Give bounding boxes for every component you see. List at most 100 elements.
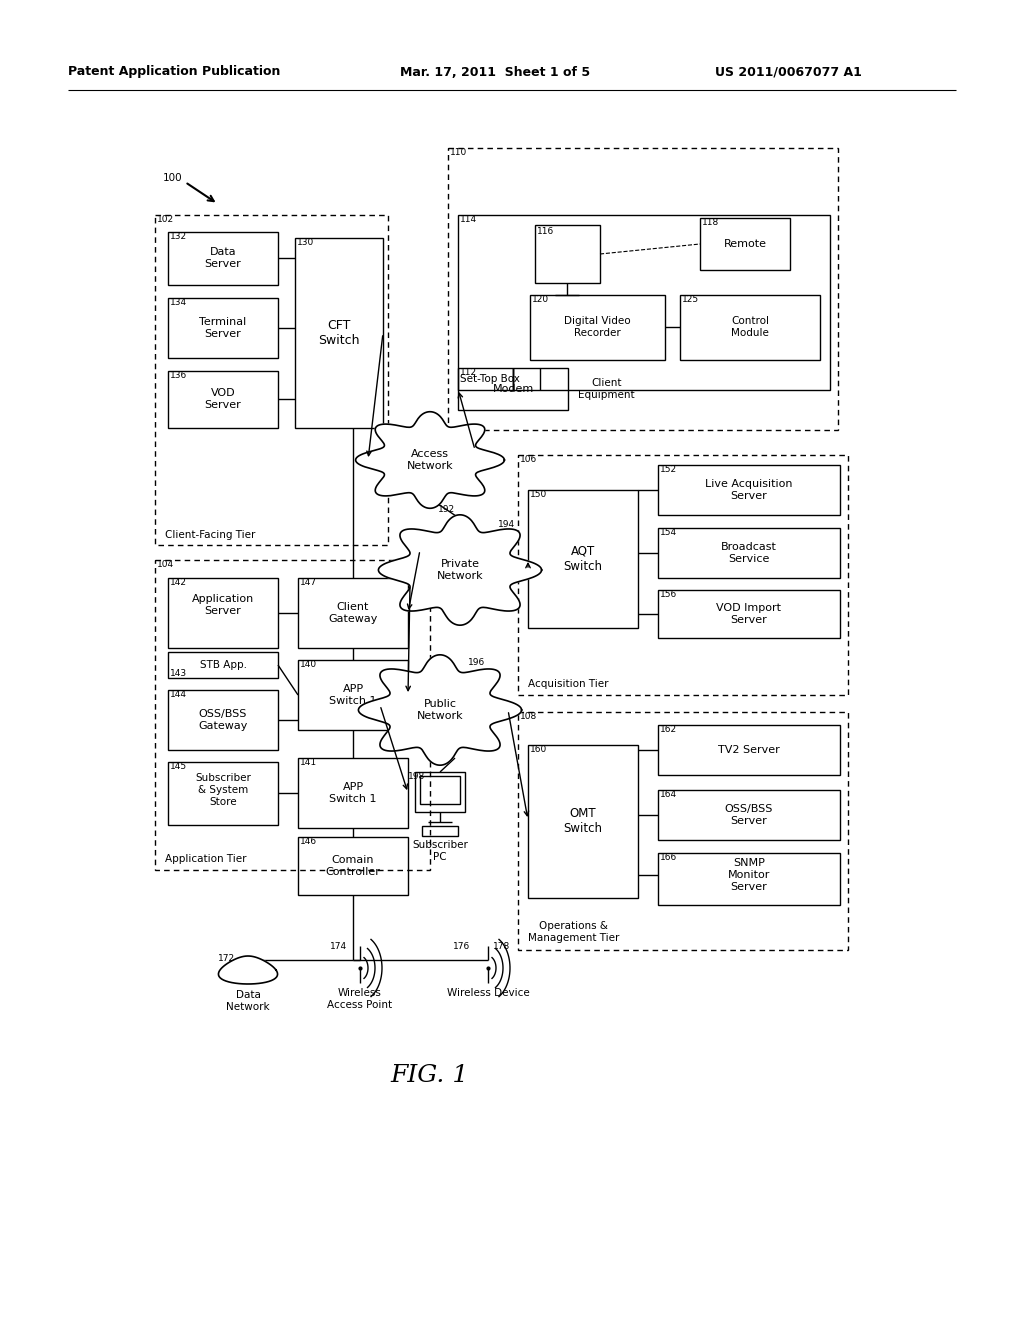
Polygon shape — [218, 956, 278, 983]
Text: 162: 162 — [660, 725, 677, 734]
Text: 132: 132 — [170, 232, 187, 242]
Text: 147: 147 — [300, 578, 317, 587]
Bar — [680, 294, 820, 360]
Text: 194: 194 — [498, 520, 515, 529]
Text: 118: 118 — [702, 218, 719, 227]
Text: Application Tier: Application Tier — [165, 854, 247, 865]
Text: 156: 156 — [660, 590, 677, 599]
Text: 174: 174 — [330, 942, 347, 950]
Text: AQT
Switch: AQT Switch — [563, 545, 602, 573]
Bar — [658, 853, 840, 906]
Polygon shape — [355, 412, 505, 508]
Text: Mar. 17, 2011  Sheet 1 of 5: Mar. 17, 2011 Sheet 1 of 5 — [400, 66, 590, 78]
Bar — [658, 528, 840, 578]
Text: VOD Import
Server: VOD Import Server — [717, 603, 781, 624]
Text: 152: 152 — [660, 465, 677, 474]
Text: Subscriber
& System
Store: Subscriber & System Store — [195, 774, 251, 807]
Text: Live Acquisition
Server: Live Acquisition Server — [706, 479, 793, 500]
Text: 102: 102 — [157, 215, 174, 224]
Text: 134: 134 — [170, 298, 187, 308]
Bar — [168, 690, 278, 750]
Text: 141: 141 — [300, 758, 317, 767]
Text: 136: 136 — [170, 371, 187, 380]
Text: Modem: Modem — [493, 384, 534, 393]
Text: OSS/BSS
Gateway: OSS/BSS Gateway — [199, 709, 248, 731]
Text: CFT
Switch: CFT Switch — [318, 319, 359, 347]
Text: 164: 164 — [660, 789, 677, 799]
Text: US 2011/0067077 A1: US 2011/0067077 A1 — [715, 66, 862, 78]
Bar — [458, 368, 568, 411]
Text: Access
Network: Access Network — [407, 449, 454, 471]
Text: Data
Network: Data Network — [226, 990, 269, 1011]
Bar — [298, 578, 408, 648]
Text: Subscriber
PC: Subscriber PC — [412, 840, 468, 862]
Text: 120: 120 — [532, 294, 549, 304]
Text: Digital Video
Recorder: Digital Video Recorder — [563, 317, 631, 338]
Bar — [422, 826, 458, 836]
Text: 144: 144 — [170, 690, 187, 700]
Text: Broadcast
Service: Broadcast Service — [721, 543, 777, 564]
Text: 130: 130 — [297, 238, 314, 247]
Text: OSS/BSS
Server: OSS/BSS Server — [725, 804, 773, 826]
Text: FIG. 1: FIG. 1 — [391, 1064, 469, 1086]
Text: Remote: Remote — [724, 239, 767, 249]
Polygon shape — [358, 655, 521, 766]
Text: Application
Server: Application Server — [191, 594, 254, 616]
Text: 198: 198 — [408, 772, 425, 781]
Text: 146: 146 — [300, 837, 317, 846]
Bar — [168, 232, 278, 285]
Text: Private
Network: Private Network — [436, 560, 483, 581]
Text: 140: 140 — [300, 660, 317, 669]
Bar — [528, 490, 638, 628]
Text: Wireless
Access Point: Wireless Access Point — [328, 987, 392, 1010]
Bar — [295, 238, 383, 428]
Text: 154: 154 — [660, 528, 677, 537]
Text: 176: 176 — [453, 942, 470, 950]
Text: APP
Switch 1: APP Switch 1 — [330, 684, 377, 706]
Text: 160: 160 — [530, 744, 547, 754]
Text: 100: 100 — [163, 173, 182, 183]
Text: 172: 172 — [218, 954, 236, 964]
Text: Operations &
Management Tier: Operations & Management Tier — [528, 921, 620, 942]
Bar — [449, 148, 838, 430]
Bar — [658, 789, 840, 840]
Text: Client
Equipment: Client Equipment — [578, 379, 635, 400]
Bar — [168, 652, 278, 678]
Text: Set-Top Box: Set-Top Box — [460, 374, 520, 384]
Bar — [700, 218, 790, 271]
Text: 125: 125 — [682, 294, 699, 304]
Text: Terminal
Server: Terminal Server — [200, 317, 247, 339]
Text: 142: 142 — [170, 578, 187, 587]
Text: Client-Facing Tier: Client-Facing Tier — [165, 531, 255, 540]
Bar — [658, 465, 840, 515]
Text: STB App.: STB App. — [200, 660, 247, 671]
Bar — [168, 578, 278, 648]
Text: OMT
Switch: OMT Switch — [563, 807, 602, 836]
Text: 110: 110 — [450, 148, 467, 157]
Bar — [518, 455, 848, 696]
Text: Comain
Controller: Comain Controller — [326, 855, 381, 876]
Text: 106: 106 — [520, 455, 538, 465]
Text: Wireless Device: Wireless Device — [446, 987, 529, 998]
Text: 145: 145 — [170, 762, 187, 771]
Text: 166: 166 — [660, 853, 677, 862]
Text: 112: 112 — [460, 368, 477, 378]
Bar — [298, 837, 408, 895]
Text: 108: 108 — [520, 711, 538, 721]
Bar — [420, 776, 460, 804]
Text: Public
Network: Public Network — [417, 700, 463, 721]
Text: SNMP
Monitor
Server: SNMP Monitor Server — [728, 858, 770, 891]
Bar — [168, 762, 278, 825]
Text: Client
Gateway: Client Gateway — [329, 602, 378, 624]
Text: 143: 143 — [170, 669, 187, 678]
Text: 114: 114 — [460, 215, 477, 224]
Bar — [415, 772, 465, 812]
Text: Data
Server: Data Server — [205, 247, 242, 269]
Text: 196: 196 — [468, 657, 485, 667]
Text: 150: 150 — [530, 490, 547, 499]
Text: APP
Switch 1: APP Switch 1 — [330, 783, 377, 804]
Polygon shape — [379, 515, 542, 626]
Text: 178: 178 — [493, 942, 510, 950]
Bar — [168, 298, 278, 358]
Text: 116: 116 — [537, 227, 554, 236]
